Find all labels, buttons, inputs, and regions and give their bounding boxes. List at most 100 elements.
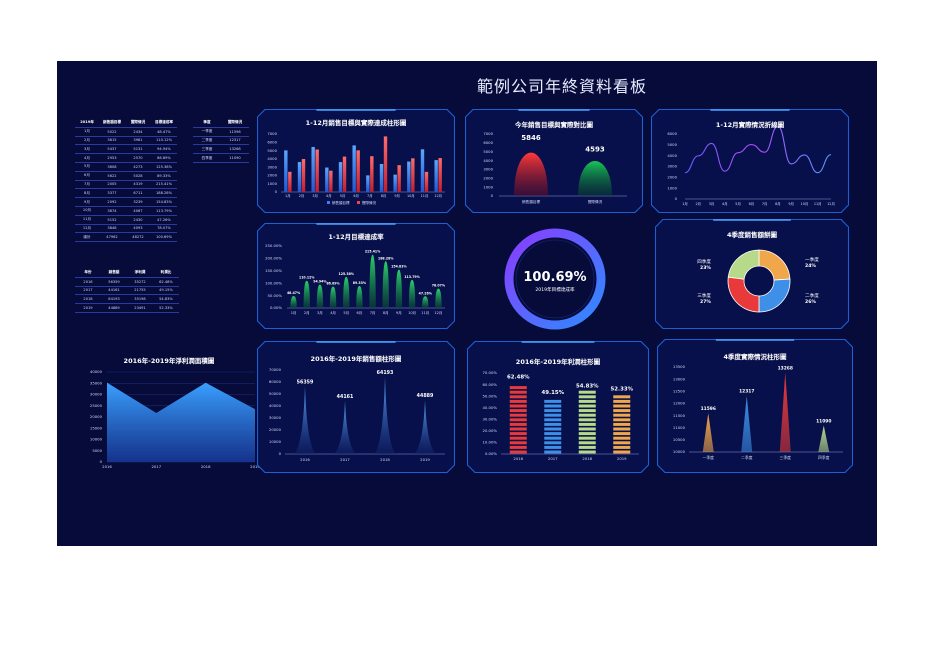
table-cell: 5622 (99, 171, 125, 181)
data-label: 11090 (816, 419, 831, 425)
rate-spike (435, 288, 442, 308)
bar-target (393, 174, 397, 192)
table-cell: 5437 (99, 144, 125, 155)
table-header: 銷售額目標 (99, 119, 125, 128)
ring-inner (515, 239, 595, 319)
x-tick-label: 2月 (695, 202, 701, 206)
x-tick-label: 5月 (340, 194, 346, 198)
data-label: 64193 (377, 370, 394, 376)
table-row: 2019 44889 23491 52.33% (75, 303, 179, 313)
bar-segment (509, 418, 527, 422)
table-cell: 5028 (125, 171, 151, 181)
bar-segment (509, 436, 527, 440)
bar-segment (509, 427, 527, 431)
profit-rate-y-tick-label: 10.00% (483, 440, 498, 445)
dashboard-board: 範例公司年終資料看板 2019年 銷售額目標 實際情況 目標達成率 1月 5022 243… (57, 61, 877, 546)
monthly-rate-y-tick-label: 250.00% (265, 243, 282, 248)
x-tick-label: 2018 (201, 464, 211, 469)
sales-spike (334, 401, 356, 454)
rate-spike (356, 285, 363, 308)
bar-segment (578, 427, 596, 431)
table-cell: 2570 (125, 153, 151, 163)
table-row: 7月 2005 4319 215.41% (75, 180, 177, 190)
table-cell: 4067 (125, 206, 151, 216)
profit-bar (613, 395, 631, 454)
quarter-bars-y-tick-label: 11000 (673, 425, 686, 430)
x-tick-label: 9月 (788, 202, 794, 206)
x-tick-label: 7月 (370, 310, 376, 315)
sales-years-y-tick-label: 40000 (269, 403, 282, 408)
profit-rate-y-tick-label: 50.00% (483, 393, 498, 398)
table-row: 11月 5152 2430 47.26% (75, 215, 177, 225)
data-label: 44161 (337, 394, 354, 400)
table-cell: 154.83% (151, 197, 177, 207)
table-cell: 47.26% (151, 215, 177, 225)
bar-segment (578, 409, 596, 413)
table-cell: 113.79% (151, 206, 177, 216)
bar-segment (613, 418, 631, 422)
monthly-rate-y-tick-label: 200.00% (265, 256, 282, 261)
profit-area-y-tick-label: 35000 (90, 380, 103, 385)
slice-value: 27% (700, 299, 711, 305)
bar-segment (509, 386, 527, 390)
series-line (684, 125, 832, 174)
profit-bar (509, 386, 527, 454)
table-cell: 4319 (125, 180, 151, 190)
yearly-table: 年份 銷售額 淨利潤 利潤比 2016 56359 35272 62.48% 2017 4416… (75, 269, 179, 313)
slice-value: 24% (805, 263, 816, 269)
bar-segment (544, 445, 562, 449)
x-tick-label: 10月 (408, 310, 416, 315)
page-title: 範例公司年終資料看板 (477, 77, 648, 96)
table-cell: 78.07% (151, 224, 177, 234)
target-actual-y-tick-label: 7000 (483, 131, 493, 136)
monthly-line-y-tick-label: 5000 (667, 142, 677, 147)
quarter-table: 季度 實際情況 一季度 11596 二季度 12317 三季度 13268 四季度 11090 (193, 119, 249, 163)
bar-actual (370, 156, 374, 192)
monthly-bars-y-tick-label: 7000 (267, 131, 277, 136)
monthly-rate-y-tick-label: 100.00% (265, 280, 282, 285)
bar-actual (288, 171, 292, 192)
quarter-spike (818, 425, 830, 452)
sales-spike (374, 376, 396, 454)
x-tick-label: 4月 (722, 202, 728, 206)
rate-spike (316, 284, 324, 308)
table-row: 2月 3615 3981 110.12% (75, 136, 177, 146)
table-cell: 2092 (99, 197, 125, 207)
x-tick-label: 5月 (343, 310, 349, 315)
table-cell: 3848 (99, 224, 125, 234)
chart-title: 1-12月銷售目標與實際達成柱形圖 (305, 119, 407, 127)
p-profit-area-svg: 0 5000 10000 15000 20000 25000 30000 35000 40000… (90, 369, 261, 469)
bar-segment (613, 422, 631, 426)
table-header: 銷售額 (101, 269, 127, 278)
bar-segment (509, 441, 527, 445)
table-cell: 6月 (75, 171, 99, 181)
table-header: 淨利潤 (127, 269, 153, 278)
panel-frame (257, 109, 455, 213)
table-cell: 35198 (127, 294, 153, 305)
target-actual-y-tick-label: 2000 (483, 175, 493, 180)
bar-segment (544, 422, 562, 426)
bar-segment (578, 450, 596, 454)
table-row: 10月 3674 4067 113.79% (75, 206, 177, 216)
sales-years-y-tick-label: 30000 (269, 415, 282, 420)
table-row: 8月 3377 6711 188.28% (75, 188, 177, 199)
rate-spike (408, 279, 416, 308)
profit-area-y-tick-label: 10000 (90, 437, 103, 442)
bar-target (366, 175, 370, 192)
chart-title: 2016年-2019年利潤柱形圖 (515, 358, 601, 366)
bar-target (338, 162, 343, 192)
table-cell: 100.69% (151, 232, 177, 243)
bar-segment (578, 441, 596, 445)
profit-area-y-tick-label: 5000 (92, 448, 102, 453)
bar-segment (509, 409, 527, 413)
profit-area-y-tick-label: 30000 (90, 392, 103, 397)
sales-years-y-tick-label: 10000 (269, 439, 282, 444)
table-cell: 23491 (127, 303, 153, 313)
quarter-bars-y-tick-label: 10000 (673, 449, 686, 454)
slice-name: 三季度 (697, 292, 711, 299)
table-row: 5月 3608 4273 125.38% (75, 162, 177, 172)
legend-swatch-actual (357, 201, 360, 204)
table-cell: 54.83% (153, 294, 179, 305)
bar-segment (509, 395, 527, 399)
x-tick-label: 2019 (617, 456, 627, 461)
